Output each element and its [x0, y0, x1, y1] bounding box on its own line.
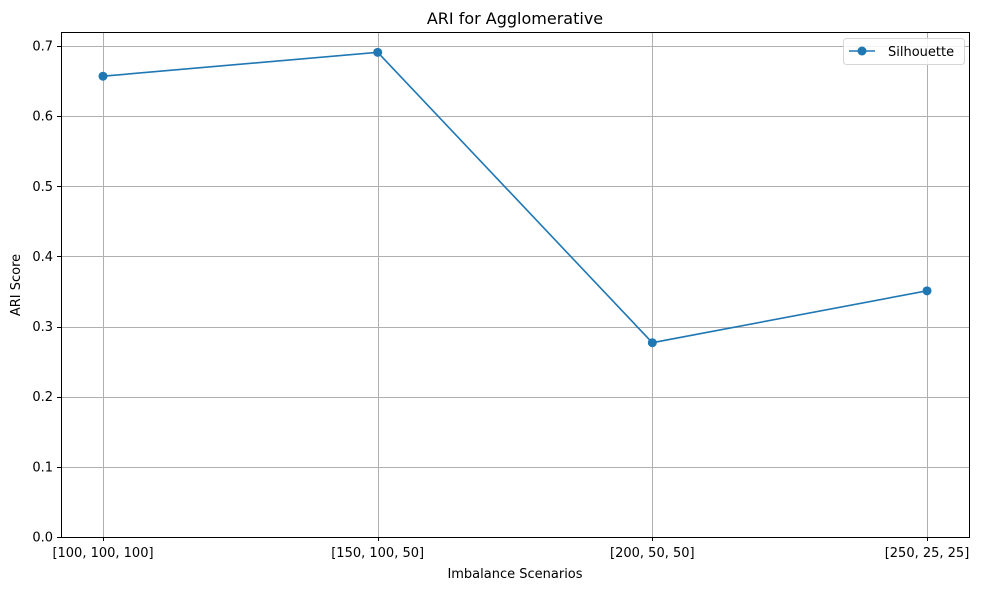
- x-tick-label: [200, 50, 50]: [610, 546, 695, 561]
- data-point: [373, 47, 383, 57]
- chart-title: ARI for Agglomerative: [427, 9, 603, 28]
- data-point: [98, 71, 108, 81]
- x-axis-label: Imbalance Scenarios: [447, 567, 582, 582]
- legend-marker-silhouette: [857, 46, 867, 56]
- data-point: [647, 338, 657, 348]
- legend-box: [843, 38, 965, 65]
- series-layer: [98, 47, 932, 348]
- grid: [61, 32, 969, 537]
- y-tick-label: 0.1: [32, 460, 53, 475]
- x-tick-label: [100, 100, 100]: [52, 546, 153, 561]
- y-tick-label: 0.3: [32, 320, 53, 335]
- ticks: [100, 100, 100] [150, 100, 50] [200, 50, 5…: [32, 40, 969, 561]
- y-tick-label: 0.4: [32, 250, 53, 265]
- y-tick-label: 0.5: [32, 180, 53, 195]
- y-tick-label: 0.0: [32, 531, 53, 546]
- y-axis-label: ARI Score: [9, 254, 24, 316]
- y-tick-label: 0.7: [32, 40, 53, 55]
- x-tick-label: [250, 25, 25]: [885, 546, 970, 561]
- series-line-silhouette: [102, 51, 928, 344]
- x-tick-label: [150, 100, 50]: [331, 546, 424, 561]
- y-tick-label: 0.2: [32, 390, 53, 405]
- legend: Silhouette: [843, 38, 965, 65]
- y-tick-label: 0.6: [32, 110, 53, 125]
- data-point: [922, 286, 932, 296]
- plot-frame: [61, 32, 970, 538]
- legend-label-silhouette: Silhouette: [888, 45, 954, 60]
